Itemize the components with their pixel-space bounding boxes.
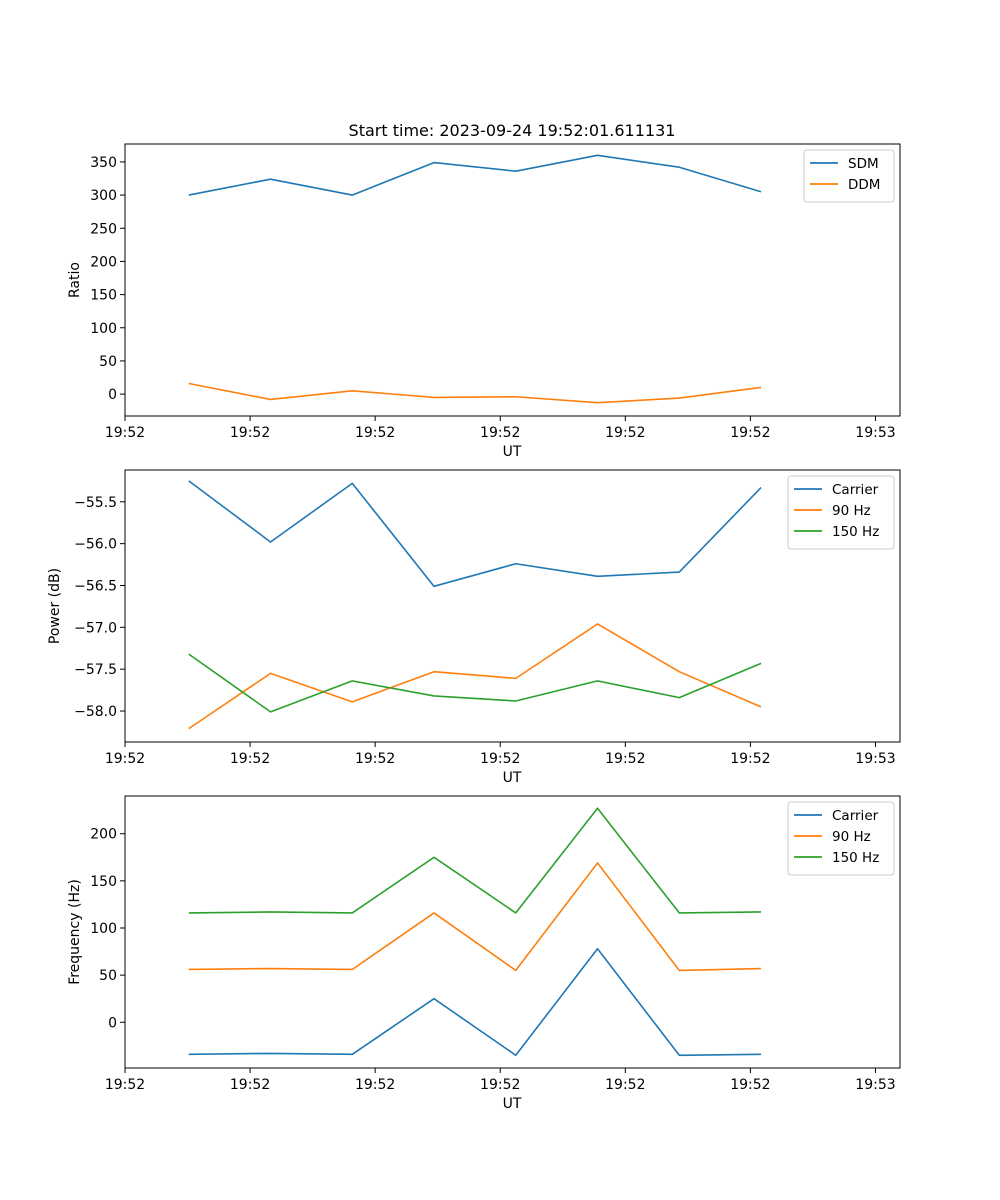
- x-tick-label: 19:52: [480, 751, 520, 767]
- y-tick-label: 50: [99, 354, 117, 370]
- axes-frame: [124, 143, 901, 417]
- x-tick-label: 19:52: [605, 425, 645, 441]
- legend-label-ddm: DDM: [848, 177, 880, 193]
- y-axis-label: Ratio: [67, 262, 83, 298]
- x-tick-label: 19:52: [230, 425, 270, 441]
- x-axis-label: UT: [503, 1096, 522, 1112]
- x-tick-label: 19:52: [105, 425, 145, 441]
- y-tick-label: −58.0: [74, 704, 117, 720]
- y-tick-label: 200: [90, 827, 117, 843]
- y-tick-label: 350: [90, 155, 117, 171]
- x-tick-label: 19:52: [230, 1077, 270, 1093]
- y-axis-label: Frequency (Hz): [67, 879, 83, 985]
- x-tick-label: 19:53: [855, 751, 895, 767]
- x-tick-label: 19:52: [730, 1077, 770, 1093]
- series-line-sdm: [188, 154, 762, 196]
- y-tick-label: 100: [90, 321, 117, 337]
- y-tick-label: −57.5: [74, 662, 117, 678]
- legend-label-150-hz: 150 Hz: [832, 850, 879, 866]
- panel-2: 19:52 19:52 19:52 19:52 19:52 19:52 19:53 −55.5…: [47, 469, 901, 786]
- series-line-carrier: [188, 947, 762, 1057]
- y-tick-label: −55.5: [74, 495, 117, 511]
- y-axis-label: Power (dB): [47, 568, 63, 644]
- y-tick-label: 300: [90, 188, 117, 204]
- panel-1: 19:52 19:52 19:52 19:52 19:52 19:52 19:53 0 50 10…: [67, 143, 901, 460]
- x-tick-label: 19:53: [855, 425, 895, 441]
- x-tick-label: 19:52: [605, 751, 645, 767]
- x-tick-label: 19:53: [855, 1077, 895, 1093]
- series-line-90-hz: [188, 623, 762, 730]
- y-tick-label: −56.0: [74, 537, 117, 553]
- chart-title: Start time: 2023-09-24 19:52:01.611131: [349, 121, 676, 140]
- x-tick-label: 19:52: [230, 751, 270, 767]
- y-tick-label: 250: [90, 221, 117, 237]
- series-line-ddm: [188, 382, 762, 404]
- panels: 19:52 19:52 19:52 19:52 19:52 19:52 19:53 0 50 10…: [47, 143, 901, 1112]
- legend-label-90-hz: 90 Hz: [832, 829, 871, 845]
- series-line-150-hz: [188, 653, 762, 713]
- y-tick-label: −56.5: [74, 578, 117, 594]
- legend: Carrier 90 Hz 150 Hz: [787, 475, 895, 550]
- panel-3: 19:52 19:52 19:52 19:52 19:52 19:52 19:53 0 50 10…: [67, 795, 901, 1112]
- x-axis-label: UT: [503, 770, 522, 786]
- y-tick-label: 0: [108, 387, 117, 403]
- x-tick-label: 19:52: [105, 1077, 145, 1093]
- x-tick-label: 19:52: [355, 1077, 395, 1093]
- legend-label-90-hz: 90 Hz: [832, 503, 871, 519]
- y-tick-label: 150: [90, 288, 117, 304]
- legend: Carrier 90 Hz 150 Hz: [787, 801, 895, 876]
- x-tick-label: 19:52: [355, 425, 395, 441]
- y-tick-label: 100: [90, 921, 117, 937]
- legend: SDM DDM: [803, 149, 895, 203]
- legend-label-sdm: SDM: [848, 156, 879, 172]
- series-line-90-hz: [188, 862, 762, 972]
- axes-frame: [124, 795, 901, 1069]
- axes-frame: [124, 469, 901, 743]
- x-tick-label: 19:52: [730, 751, 770, 767]
- y-tick-label: 50: [99, 968, 117, 984]
- series-line-carrier: [188, 480, 762, 588]
- x-tick-label: 19:52: [355, 751, 395, 767]
- y-tick-label: 200: [90, 254, 117, 270]
- y-tick-label: −57.0: [74, 620, 117, 636]
- y-tick-label: 0: [108, 1015, 117, 1031]
- legend-label-150-hz: 150 Hz: [832, 524, 879, 540]
- series-line-150-hz: [188, 807, 762, 914]
- x-tick-label: 19:52: [105, 751, 145, 767]
- legend-label-carrier: Carrier: [832, 808, 879, 824]
- x-tick-label: 19:52: [605, 1077, 645, 1093]
- x-tick-label: 19:52: [480, 1077, 520, 1093]
- y-tick-label: 150: [90, 874, 117, 890]
- legend-label-carrier: Carrier: [832, 482, 879, 498]
- x-axis-label: UT: [503, 444, 522, 460]
- x-tick-label: 19:52: [730, 425, 770, 441]
- x-tick-label: 19:52: [480, 425, 520, 441]
